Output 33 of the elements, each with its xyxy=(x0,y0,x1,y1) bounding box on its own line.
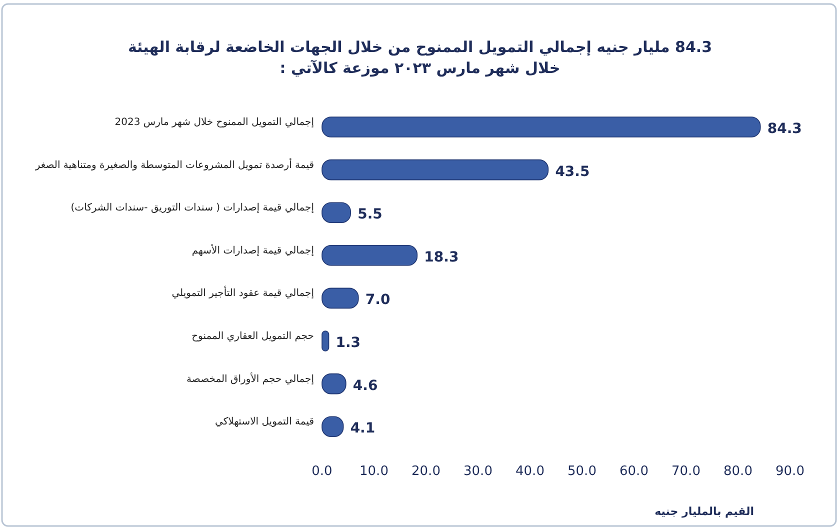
y-tick-label: إجمالي قيمة إصدارات الأسهم xyxy=(192,243,314,256)
bar xyxy=(322,116,761,138)
y-tick-label: إجمالي قيمة إصدارات ( سندات التوريق -سندات الشركات) xyxy=(70,202,314,214)
chart-subtitle: خلال شهر مارس ٢٠٢٣ موزعة كالآتي : xyxy=(280,59,560,77)
data-label: 1.3 xyxy=(336,335,361,351)
x-tick-label: 80.0 xyxy=(724,464,752,479)
data-label: 18.3 xyxy=(424,249,459,266)
chart-title: 84.3 مليار جنيه إجمالي التمويل الممنوح من خلال الجهات الخاضعة لرقابة الهيئة xyxy=(128,38,712,56)
y-tick-label: قيمة أرصدة تمويل المشروعات المتوسطة والصغيرة ومتناهية الصغر xyxy=(34,158,314,171)
x-tick-label: 10.0 xyxy=(360,464,388,479)
data-label: 43.5 xyxy=(555,164,590,180)
y-tick-label: إجمالي حجم الأوراق المخصصة xyxy=(186,372,314,385)
data-label: 5.5 xyxy=(358,206,382,223)
y-tick-label: إجمالي قيمة عقود التأجير التمويلي xyxy=(172,285,314,300)
x-tick-label: 90.0 xyxy=(776,464,804,479)
y-tick-label: إجمالي التمويل الممنوح خلال شهر مارس 2023 xyxy=(114,117,314,128)
x-axis-title: القيم بالمليار جنيه xyxy=(654,505,754,518)
x-tick-label: 40.0 xyxy=(516,464,544,479)
x-tick-label: 20.0 xyxy=(412,464,440,479)
bar xyxy=(322,330,330,352)
x-tick-label: 30.0 xyxy=(464,464,492,479)
data-label: 4.6 xyxy=(352,378,378,394)
data-label: 4.1 xyxy=(350,420,376,437)
x-tick-label: 0.0 xyxy=(312,464,332,479)
x-tick-label: 70.0 xyxy=(672,464,700,479)
x-tick-label: 50.0 xyxy=(568,464,596,479)
data-label: 84.3 xyxy=(767,121,802,137)
y-tick-label: حجم التمويل العقاري الممنوح xyxy=(192,331,314,342)
data-label: 7.0 xyxy=(365,292,390,308)
bar xyxy=(322,245,418,266)
y-tick-label: قيمة التمويل الاستهلاكي xyxy=(215,416,314,428)
bar xyxy=(322,159,549,180)
x-tick-label: 60.0 xyxy=(620,464,648,479)
